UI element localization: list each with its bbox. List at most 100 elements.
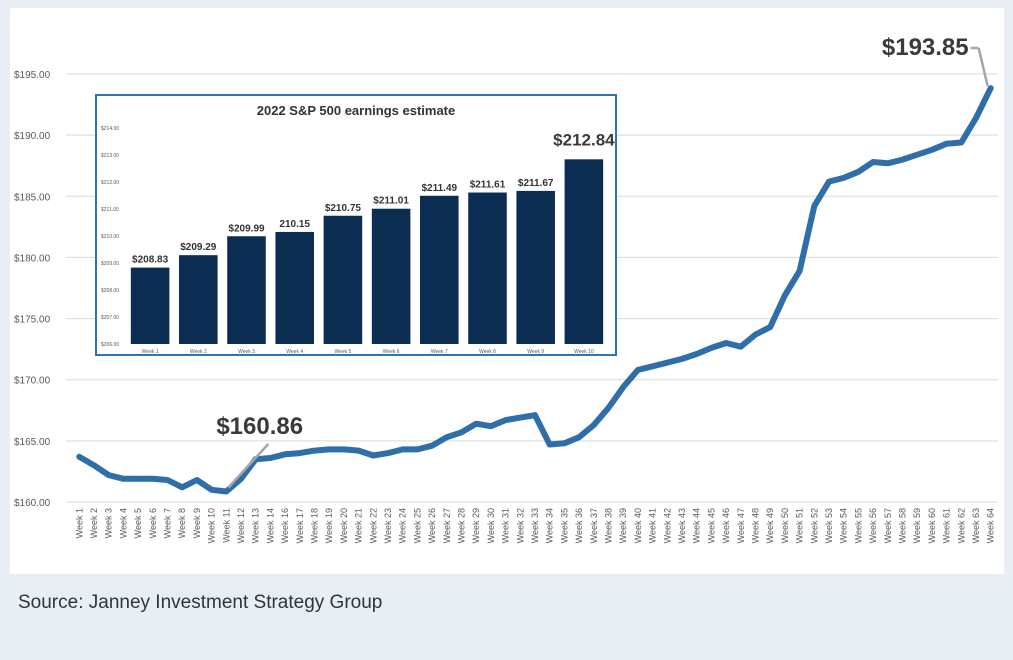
- series-point: [695, 353, 698, 356]
- x-tick-label: Week 42: [662, 508, 672, 543]
- y-tick-label: $175.00: [14, 315, 51, 326]
- inset-y-tick-label: $207.00: [101, 315, 119, 321]
- series-point: [475, 422, 478, 425]
- series-point: [680, 357, 683, 360]
- x-tick-label: Week 3: [104, 508, 114, 538]
- series-point: [240, 477, 243, 480]
- x-tick-label: Week 45: [706, 508, 716, 543]
- series-point: [725, 342, 728, 345]
- series-point: [592, 423, 595, 426]
- x-tick-label: Week 16: [280, 508, 290, 543]
- x-tick-label: Week 23: [383, 508, 393, 543]
- callout-line: [227, 443, 270, 489]
- inset-y-tick-label: $208.00: [101, 288, 119, 294]
- series-point: [636, 368, 639, 371]
- series-point: [872, 161, 875, 164]
- x-tick-label: Week 28: [457, 508, 467, 543]
- inset-x-tick-label: Week 5: [334, 349, 351, 355]
- inset-bar: [275, 231, 314, 344]
- series-point: [504, 419, 507, 422]
- inset-y-tick-label: $214.00: [101, 126, 119, 132]
- x-tick-label: Week 33: [530, 508, 540, 543]
- x-tick-label: Week 55: [853, 508, 863, 543]
- x-tick-label: Week 64: [986, 508, 996, 543]
- inset-bar: [323, 215, 363, 344]
- inset-y-tick-label: $211.00: [101, 207, 119, 213]
- inset-y-tick-label: $212.00: [101, 180, 119, 186]
- inset-x-tick-label: Week 8: [479, 349, 496, 355]
- series-point: [754, 333, 757, 336]
- series-point: [166, 478, 169, 481]
- inset-bar-label: $211.67: [518, 178, 554, 189]
- x-tick-label: Week 51: [795, 508, 805, 543]
- y-tick-label: $185.00: [14, 192, 51, 203]
- x-tick-label: Week 8: [177, 508, 187, 538]
- x-tick-label: Week 13: [251, 508, 261, 543]
- x-tick-label: Week 1: [74, 508, 84, 538]
- inset-y-tick-label: $206.00: [101, 342, 119, 348]
- inset-x-tick-label: Week 2: [190, 349, 207, 355]
- series-point: [739, 345, 742, 348]
- series-point: [857, 170, 860, 173]
- series-point: [328, 448, 331, 451]
- series-point: [563, 442, 566, 445]
- x-tick-label: Week 21: [354, 508, 364, 543]
- annotation-label: $160.86: [216, 413, 303, 440]
- series-point: [534, 414, 536, 417]
- series-point: [122, 477, 125, 480]
- inset-bar: [420, 195, 459, 344]
- series-point: [798, 269, 801, 272]
- inset-bar-label: $209.29: [180, 242, 217, 253]
- series-point: [842, 176, 845, 179]
- x-tick-label: Week 61: [942, 508, 952, 543]
- inset-y-tick-label: $210.00: [101, 234, 119, 240]
- series-point: [519, 416, 522, 419]
- x-tick-label: Week 10: [207, 508, 217, 543]
- series-point: [930, 148, 933, 151]
- series-point: [622, 386, 625, 389]
- x-tick-label: Week 20: [339, 508, 349, 543]
- x-tick-label: Week 63: [971, 508, 981, 543]
- x-tick-label: Week 6: [148, 508, 158, 538]
- series-point: [916, 153, 919, 156]
- x-tick-label: Week 40: [633, 508, 643, 543]
- series-point: [78, 455, 81, 458]
- series-point: [489, 425, 492, 428]
- callout-line: [977, 47, 989, 87]
- series-point: [813, 205, 816, 208]
- series-point: [225, 490, 228, 493]
- x-tick-label: Week 53: [824, 508, 834, 543]
- inset-bar: [564, 159, 604, 344]
- series-point: [974, 117, 977, 120]
- inset-bar-label: 210.15: [279, 219, 310, 230]
- y-tick-label: $170.00: [14, 376, 51, 387]
- inset-y-tick-label: $213.00: [101, 153, 119, 159]
- inset-bar: [179, 255, 218, 344]
- series-point: [269, 456, 272, 459]
- x-tick-label: Week 30: [486, 508, 496, 543]
- x-tick-label: Week 9: [192, 508, 202, 538]
- inset-bar: [516, 190, 555, 344]
- series-point: [298, 452, 301, 455]
- x-tick-label: Week 60: [927, 508, 937, 543]
- inset-x-tick-label: Week 3: [238, 349, 255, 355]
- x-tick-label: Week 2: [89, 508, 99, 538]
- x-tick-label: Week 11: [221, 508, 231, 543]
- inset-bar: [371, 208, 411, 344]
- series-point: [827, 180, 830, 183]
- inset-x-tick-label: Week 1: [142, 349, 159, 355]
- series-point: [901, 158, 904, 161]
- series-point: [401, 448, 404, 451]
- x-tick-label: Week 29: [471, 508, 481, 543]
- inset-bar-label: $208.83: [132, 255, 169, 266]
- x-tick-label: Week 43: [677, 508, 687, 543]
- series-point: [387, 452, 390, 455]
- x-tick-label: Week 57: [883, 508, 893, 543]
- x-tick-label: Week 14: [265, 508, 275, 543]
- inset-x-tick-label: Week 4: [286, 349, 303, 355]
- inset-bar: [227, 236, 266, 344]
- x-tick-label: Week 44: [692, 508, 702, 543]
- inset-bar: [130, 267, 170, 344]
- x-tick-label: Week 39: [618, 508, 628, 543]
